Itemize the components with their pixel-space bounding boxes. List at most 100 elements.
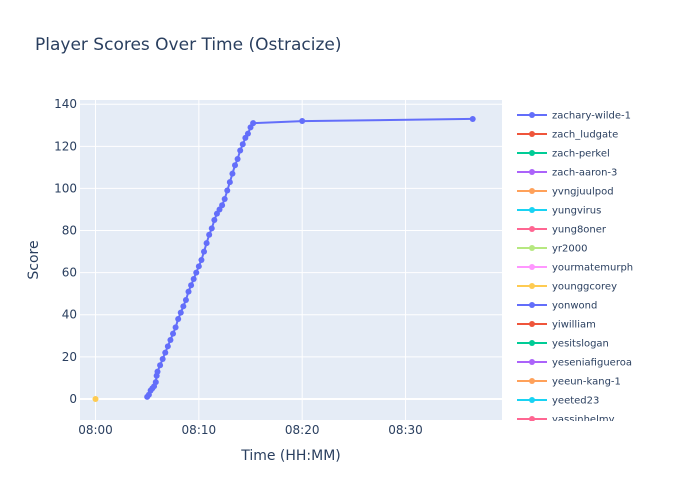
legend-swatch-marker [529, 359, 535, 365]
data-point [177, 309, 184, 316]
legend-label: yr2000 [552, 244, 587, 255]
data-point [211, 217, 218, 223]
data-point [190, 275, 197, 282]
data-point [234, 155, 241, 162]
data-point [180, 303, 187, 310]
data-point [172, 324, 179, 331]
data-point [157, 362, 164, 369]
plot-background [80, 100, 502, 420]
legend-label: yiwilliam [552, 320, 596, 331]
legend-label: yeeun-kang-1 [552, 377, 621, 388]
legend-item[interactable]: yungvirus [517, 206, 601, 217]
legend-swatch-marker [529, 112, 535, 118]
data-point [219, 202, 226, 209]
legend-label: yeeted23 [552, 396, 599, 407]
legend-label: yung8oner [552, 225, 607, 236]
data-point [198, 257, 205, 263]
legend-item[interactable]: yiwilliam [517, 320, 596, 331]
y-tick-label: 140 [54, 97, 77, 111]
legend-swatch-marker [529, 207, 535, 213]
legend-swatch-marker [529, 264, 535, 270]
plot-area: 0 20 40 60 80 100 120 140 08:00 08:10 08:20 08:30 [54, 97, 502, 437]
data-point [469, 115, 476, 122]
legend-swatch-marker [529, 226, 535, 232]
legend-item[interactable]: zachary-wilde-1 [517, 111, 631, 122]
legend-swatch-marker [529, 397, 535, 403]
legend-item[interactable]: yung8oner [517, 225, 607, 236]
legend-label: zach-perkel [552, 149, 610, 160]
legend-swatch-marker [529, 340, 535, 346]
x-tick-label: 08:30 [388, 423, 423, 437]
y-tick-label: 60 [62, 266, 77, 280]
legend-swatch-marker [529, 321, 535, 327]
x-axis-title: Time (HH:MM) [240, 448, 341, 464]
data-point [232, 162, 239, 169]
legend-item[interactable]: zach_ludgate [517, 130, 618, 141]
legend-swatch-marker [529, 245, 535, 251]
y-tick-label: 0 [69, 392, 77, 406]
data-point [175, 315, 182, 322]
legend-item[interactable]: younggcorey [517, 282, 617, 293]
y-tick-label: 120 [54, 139, 77, 153]
legend-item[interactable]: yeeted23 [517, 396, 599, 407]
legend-label: zachary-wilde-1 [552, 111, 631, 122]
legend-label: yvngjuulpod [552, 187, 614, 198]
series-younggcorey [92, 395, 99, 402]
chart-title: Player Scores Over Time (Ostracize) [35, 35, 342, 55]
legend-swatch-marker [529, 302, 535, 308]
y-tick-label: 40 [62, 308, 77, 322]
data-point [162, 349, 169, 356]
series-zachary-wilde-1 [144, 115, 476, 400]
data-point [201, 248, 208, 255]
legend-label: zach-aaron-3 [552, 168, 617, 179]
y-tick-label: 20 [62, 350, 77, 364]
data-point [299, 118, 306, 125]
data-point [224, 187, 231, 194]
legend-item[interactable]: yassinhelmy [517, 415, 615, 426]
y-tick-label: 80 [62, 224, 77, 238]
data-point [92, 395, 99, 402]
legend-item[interactable]: yr2000 [517, 244, 587, 255]
data-point [226, 179, 233, 186]
data-point [244, 130, 251, 137]
data-point [185, 288, 192, 295]
data-point [203, 240, 210, 247]
legend-label: younggcorey [552, 282, 617, 293]
data-point [208, 225, 215, 232]
legend-label: yassinhelmy [552, 415, 615, 426]
x-tick-label: 08:20 [285, 423, 320, 437]
y-axis-title: Score [26, 240, 42, 279]
data-point [250, 120, 257, 127]
legend-item[interactable]: yourmatemurph [517, 263, 633, 274]
x-tick-label: 08:00 [78, 423, 113, 437]
legend-swatch-marker [529, 188, 535, 194]
data-point [239, 141, 246, 148]
data-point [221, 195, 228, 202]
data-point [164, 343, 171, 350]
legend-label: yonwond [552, 301, 597, 312]
data-point [182, 297, 189, 303]
legend-label: zach_ludgate [552, 130, 618, 141]
legend-item[interactable]: yonwond [517, 301, 597, 312]
legend-item[interactable]: yesitslogan [517, 339, 609, 350]
data-point [206, 231, 213, 238]
legend-swatch-marker [529, 283, 535, 289]
legend[interactable]: zachary-wilde-1 zach_ludgate zach-perkel za… [517, 111, 633, 426]
data-point [167, 337, 174, 343]
legend-item[interactable]: zach-perkel [517, 149, 610, 160]
legend-item[interactable]: zach-aaron-3 [517, 168, 617, 179]
legend-item[interactable]: yeseniafigueroa [517, 358, 632, 369]
legend-label: yeseniafigueroa [552, 358, 632, 369]
data-point [229, 170, 236, 177]
legend-swatch-marker [529, 416, 535, 421]
data-point [188, 282, 195, 289]
legend-item[interactable]: yvngjuulpod [517, 187, 614, 198]
legend-label: yourmatemurph [552, 263, 633, 274]
y-tick-label: 100 [54, 181, 77, 195]
legend-label: yesitslogan [552, 339, 609, 350]
data-point [193, 269, 200, 276]
data-point [195, 263, 202, 270]
legend-swatch-marker [529, 131, 535, 137]
legend-item[interactable]: yeeun-kang-1 [517, 377, 621, 388]
